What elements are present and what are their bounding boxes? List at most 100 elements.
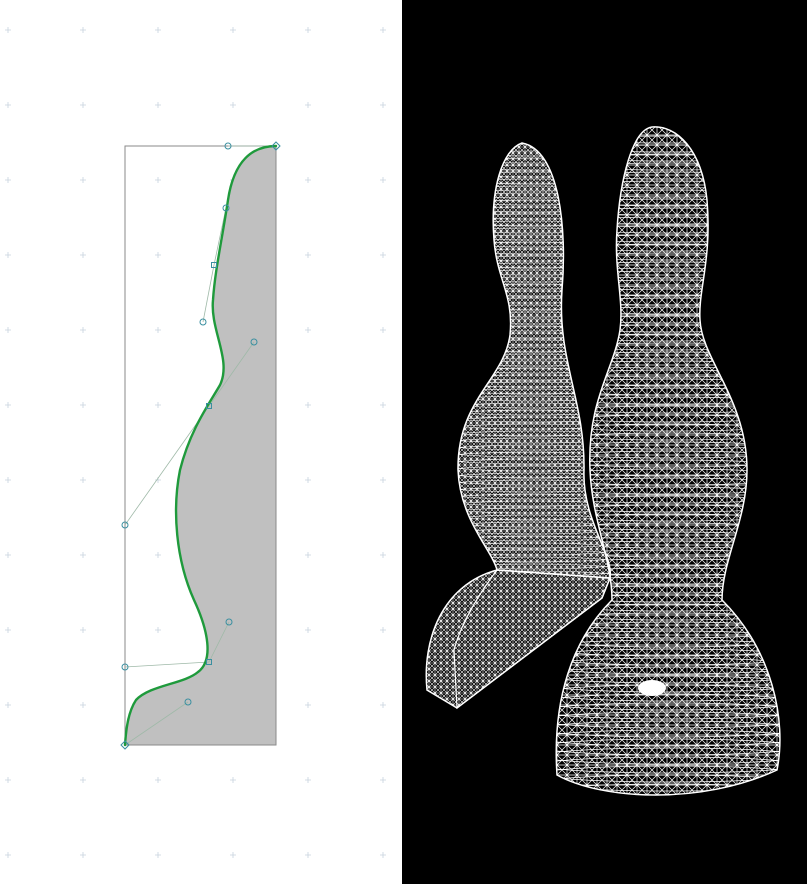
mesh-ring [556, 729, 780, 747]
mesh-ring [457, 227, 611, 241]
control-point[interactable] [225, 618, 233, 626]
base-dome-highlight [638, 680, 666, 696]
mesh-ring [457, 451, 611, 465]
grid-marker [155, 777, 161, 783]
wireframe-canvas[interactable] [402, 0, 807, 884]
control-point[interactable] [224, 142, 232, 150]
grid-marker [305, 177, 311, 183]
mesh-ring [556, 711, 780, 729]
mesh-ring [457, 479, 611, 493]
grid-marker [380, 402, 386, 408]
control-point[interactable] [199, 318, 207, 326]
mesh-ring [457, 290, 611, 304]
grid-marker [305, 27, 311, 33]
mesh-ring [457, 304, 611, 318]
grid-marker [5, 27, 11, 33]
grid-marker [5, 177, 11, 183]
grid-marker [80, 402, 86, 408]
mesh-ring [457, 556, 611, 570]
mesh-ring [457, 381, 611, 395]
grid-marker [380, 852, 386, 858]
mesh-ring [556, 585, 780, 603]
mesh-ring [556, 765, 780, 783]
grid-marker [5, 702, 11, 708]
mesh-ring [556, 531, 780, 549]
cutaway-lathe-mesh [425, 142, 612, 710]
full-latitude-rings [556, 126, 780, 795]
control-point[interactable] [121, 521, 129, 529]
mesh-ring [556, 513, 780, 531]
cutaway-base-silhouette [425, 569, 612, 709]
mesh-ring [556, 468, 780, 486]
end-endpoint-marker[interactable] [120, 740, 130, 750]
mesh-ring [556, 621, 780, 639]
anchor-point[interactable] [211, 262, 217, 268]
profile-editor-canvas[interactable] [0, 0, 402, 884]
mesh-ring [457, 255, 611, 269]
mesh-ring [556, 783, 780, 795]
mesh-ring [556, 144, 780, 162]
mesh-ring [556, 324, 780, 342]
mesh-ring [457, 178, 611, 192]
mesh-ring [556, 279, 780, 297]
mesh-ring [556, 774, 780, 792]
grid-marker [80, 102, 86, 108]
grid-marker [305, 552, 311, 558]
grid-marker [380, 327, 386, 333]
mesh-ring [457, 367, 611, 381]
profile-curve[interactable] [123, 144, 278, 747]
mesh-ring [457, 521, 611, 535]
mesh-ring [556, 522, 780, 540]
grid-marker [80, 777, 86, 783]
mesh-ring [556, 675, 780, 693]
grid-marker [380, 102, 386, 108]
control-points[interactable] [121, 142, 258, 706]
control-point[interactable] [121, 663, 129, 671]
grid-marker [380, 27, 386, 33]
profile-bounding-frame [124, 145, 277, 746]
mesh-ring [457, 444, 611, 458]
mesh-ring [457, 353, 611, 367]
grid-marker [305, 252, 311, 258]
mesh-ring [457, 346, 611, 360]
mesh-ring [556, 360, 780, 378]
wireframe-viewport[interactable] [402, 0, 807, 884]
mesh-ring [556, 450, 780, 468]
mesh-ring [556, 747, 780, 765]
grid-marker [380, 477, 386, 483]
mesh-ring [556, 162, 780, 180]
control-point[interactable] [250, 338, 258, 346]
mesh-ring [556, 351, 780, 369]
grid-marker [305, 627, 311, 633]
mesh-ring [457, 206, 611, 220]
mesh-ring [556, 315, 780, 333]
mesh-ring [457, 241, 611, 255]
anchor-point[interactable] [206, 659, 212, 665]
anchor-point[interactable] [206, 403, 212, 409]
mesh-ring [457, 465, 611, 479]
grid-markers [5, 27, 386, 858]
mesh-ring [556, 306, 780, 324]
control-point[interactable] [184, 698, 192, 706]
grid-marker [305, 102, 311, 108]
mesh-ring [457, 171, 611, 185]
grid-marker [80, 252, 86, 258]
profile-fill-region [125, 146, 276, 745]
mesh-ring [556, 198, 780, 216]
mesh-ring [457, 493, 611, 507]
mesh-ring [457, 423, 611, 437]
grid-marker [5, 327, 11, 333]
grid-marker [230, 777, 236, 783]
profile-editor-panel[interactable] [0, 0, 402, 884]
mesh-ring [556, 153, 780, 171]
control-point[interactable] [222, 204, 230, 212]
mesh-ring [556, 612, 780, 630]
mesh-ring [556, 657, 780, 675]
grid-marker [155, 402, 161, 408]
mesh-ring [457, 416, 611, 430]
full-body-silhouette [555, 126, 781, 796]
mesh-ring [556, 216, 780, 234]
grid-marker [155, 177, 161, 183]
grid-marker [80, 27, 86, 33]
start-endpoint-marker[interactable] [271, 141, 281, 151]
